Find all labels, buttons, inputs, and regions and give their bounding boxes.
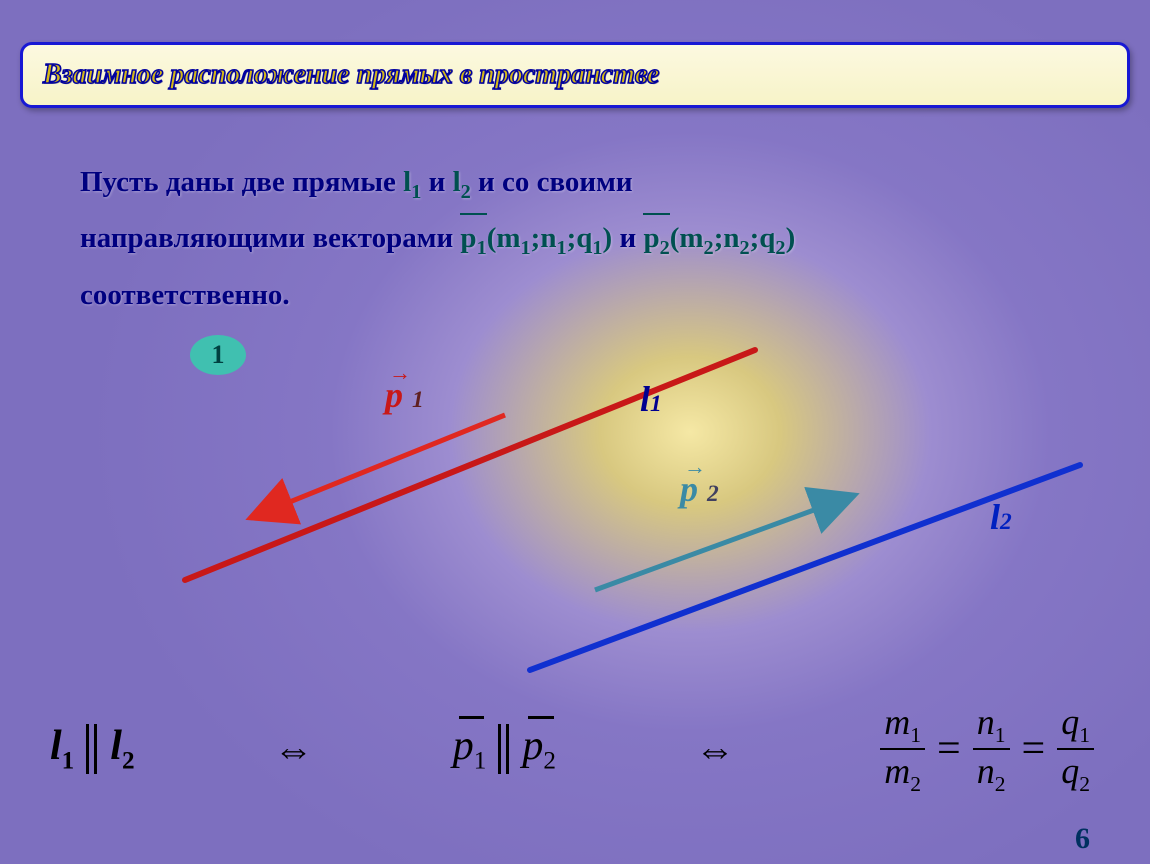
body-line1-part1: Пусть даны две прямые xyxy=(80,166,403,198)
vec-p1-label: → p 1 xyxy=(385,374,424,416)
eq-ratios: m1 m2 = n1 n2 = q1 q2 xyxy=(874,701,1100,797)
equation-area: l1 l2 ⇔ p1 p2 ⇔ m1 m2 = n1 n2 = q1 q2 xyxy=(50,684,1100,814)
diagram-area: → p 1 l1 → p 2 l2 xyxy=(0,320,1150,670)
line-l1 xyxy=(185,350,755,580)
body-l2: l2 xyxy=(453,166,471,198)
body-and2: и xyxy=(612,222,643,254)
parallel-symbol-2 xyxy=(496,724,512,774)
frac-n: n1 n2 xyxy=(973,701,1010,797)
body-l1: l1 xyxy=(403,166,421,198)
line-l2-label: l2 xyxy=(990,496,1012,538)
body-p1-coords: (m1;n1;q1) xyxy=(487,222,613,254)
body-line2-part1: направляющими векторами xyxy=(80,222,460,254)
page-number: 6 xyxy=(1075,822,1090,856)
body-text: Пусть даны две прямые l1 и l2 и со своим… xyxy=(80,155,1100,323)
line-l1-label: l1 xyxy=(640,378,662,420)
body-p1: p1 xyxy=(460,211,486,267)
body-and1: и xyxy=(421,166,452,198)
body-p2: p2 xyxy=(643,211,669,267)
body-p2-coords: (m2;n2;q2) xyxy=(670,222,796,254)
title-text: Взаимное расположение прямых в пространс… xyxy=(43,59,1107,91)
parallel-symbol-1 xyxy=(84,724,100,774)
iff-2: ⇔ xyxy=(695,726,735,773)
vector-p2 xyxy=(595,495,855,590)
frac-q: q1 q2 xyxy=(1057,701,1094,797)
diagram-svg xyxy=(0,320,1150,690)
frac-m: m1 m2 xyxy=(880,701,925,797)
title-box: Взаимное расположение прямых в пространс… xyxy=(20,42,1130,108)
body-line1-part2: и со своими xyxy=(471,166,633,198)
vec-p2-label: → p 2 xyxy=(680,468,719,510)
eq-p-parallel: p1 p2 xyxy=(453,722,556,775)
body-line3: соответственно. xyxy=(80,279,290,311)
eq-l-parallel: l1 l2 xyxy=(50,722,135,775)
iff-1: ⇔ xyxy=(274,726,314,773)
